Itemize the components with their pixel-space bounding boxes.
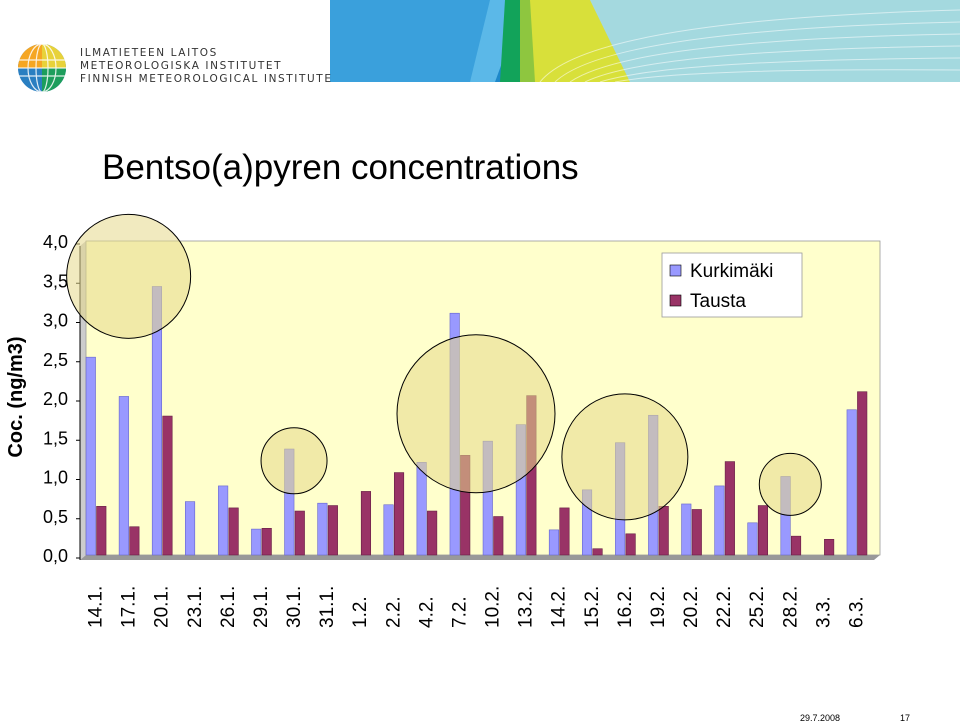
highlight-circle <box>66 213 192 339</box>
bar-tausta <box>228 507 239 556</box>
bar-tausta <box>427 510 438 556</box>
legend-label: Kurkimäki <box>690 261 773 282</box>
bar-tausta <box>691 509 702 556</box>
slide-title: Bentso(a)pyren concentrations <box>102 148 579 187</box>
x-tick-label: 20.1. <box>152 586 173 628</box>
x-tick-label: 4.2. <box>416 596 437 628</box>
bar-tausta <box>96 506 107 556</box>
bar-kurkimaki <box>747 522 758 556</box>
x-tick-label: 23.1. <box>185 586 206 628</box>
bar-kurkimaki <box>184 501 196 556</box>
x-tick-label: 28.2. <box>780 586 801 628</box>
bar-kurkimaki <box>218 485 229 556</box>
bar-kurkimaki <box>251 528 262 556</box>
x-tick-label: 17.1. <box>119 586 140 628</box>
x-tick-label: 13.2. <box>516 586 537 628</box>
x-tick-label: 6.3. <box>846 596 867 628</box>
bar-tausta <box>294 510 305 556</box>
bar-tausta <box>162 415 173 556</box>
y-tick-label: 0,5 <box>43 507 68 527</box>
organization-names: ILMATIETEEN LAITOS METEOROLOGISKA INSTIT… <box>80 47 333 86</box>
y-axis-label: Coc. (ng/m3) <box>5 336 27 457</box>
bar-tausta <box>493 516 504 556</box>
x-tick-label: 15.2. <box>582 586 603 628</box>
bar-kurkimaki <box>383 504 394 556</box>
org-name-english: FINNISH METEOROLOGICAL INSTITUTE <box>80 73 333 85</box>
x-tick-label: 30.1. <box>284 586 305 628</box>
x-tick-label: 25.2. <box>747 586 768 628</box>
header-banner <box>330 0 960 82</box>
x-tick-label: 14.2. <box>549 586 570 628</box>
y-tick-label: 1,0 <box>43 468 68 488</box>
x-tick-label: 19.2. <box>648 586 669 628</box>
bar-tausta <box>592 548 603 556</box>
x-tick-label: 7.2. <box>449 596 470 628</box>
org-name-swedish: METEOROLOGISKA INSTITUTET <box>80 60 283 72</box>
bar-kurkimaki <box>85 356 96 556</box>
y-tick-label: 4,0 <box>43 232 68 252</box>
y-tick-label: 3,5 <box>43 271 68 291</box>
bar-kurkimaki <box>681 503 692 556</box>
bar-kurkimaki <box>118 396 129 556</box>
y-tick-label: 3,0 <box>43 311 68 331</box>
org-name-finnish: ILMATIETEEN LAITOS <box>80 47 218 59</box>
bar-kurkimaki <box>846 409 857 556</box>
y-tick-label: 2,0 <box>43 389 68 409</box>
bar-tausta <box>129 526 140 556</box>
bar-tausta <box>824 538 835 556</box>
x-tick-label: 26.1. <box>218 586 239 628</box>
bar-kurkimaki <box>317 502 328 556</box>
highlight-circle <box>396 334 556 494</box>
x-tick-label: 2.2. <box>383 596 404 628</box>
bar-kurkimaki <box>416 462 427 556</box>
x-tick-label: 10.2. <box>483 586 504 628</box>
bar-tausta <box>790 535 802 556</box>
plot-floor <box>80 555 880 560</box>
bar-tausta <box>393 472 405 556</box>
fmi-globe-logo-icon <box>18 43 66 93</box>
x-tick-label: 20.2. <box>681 586 702 628</box>
x-tick-label: 1.2. <box>350 596 371 628</box>
bar-tausta <box>559 507 570 556</box>
highlight-circle <box>260 427 328 495</box>
bar-tausta <box>625 533 636 556</box>
footer-date: 29.7.2008 <box>800 713 841 723</box>
legend-box <box>661 252 803 318</box>
legend-swatch <box>669 264 682 277</box>
x-tick-label: 29.1. <box>251 586 272 628</box>
plot-side-wall <box>80 241 86 560</box>
bar-tausta <box>360 491 372 556</box>
y-tick-label: 0,0 <box>43 546 68 566</box>
bar-kurkimaki <box>548 529 560 556</box>
x-tick-label: 3.3. <box>813 596 834 628</box>
y-tick-label: 2,5 <box>43 350 68 370</box>
legend-swatch <box>669 294 682 307</box>
bar-tausta <box>724 461 735 556</box>
y-tick-label: 1,5 <box>43 428 68 448</box>
footer-page-number: 17 <box>900 713 911 723</box>
bar-tausta <box>658 506 669 556</box>
bar-tausta <box>757 505 769 556</box>
highlight-circle <box>561 393 689 521</box>
highlight-circle <box>758 452 822 516</box>
legend-label: Tausta <box>690 291 746 312</box>
bar-tausta <box>327 505 338 556</box>
x-tick-label: 22.2. <box>714 586 735 628</box>
bar-tausta <box>261 528 272 556</box>
x-tick-label: 16.2. <box>615 586 636 628</box>
x-tick-label: 14.1. <box>86 586 107 628</box>
bar-tausta <box>857 391 868 556</box>
x-tick-label: 31.1. <box>317 586 338 628</box>
bar-kurkimaki <box>714 485 725 556</box>
